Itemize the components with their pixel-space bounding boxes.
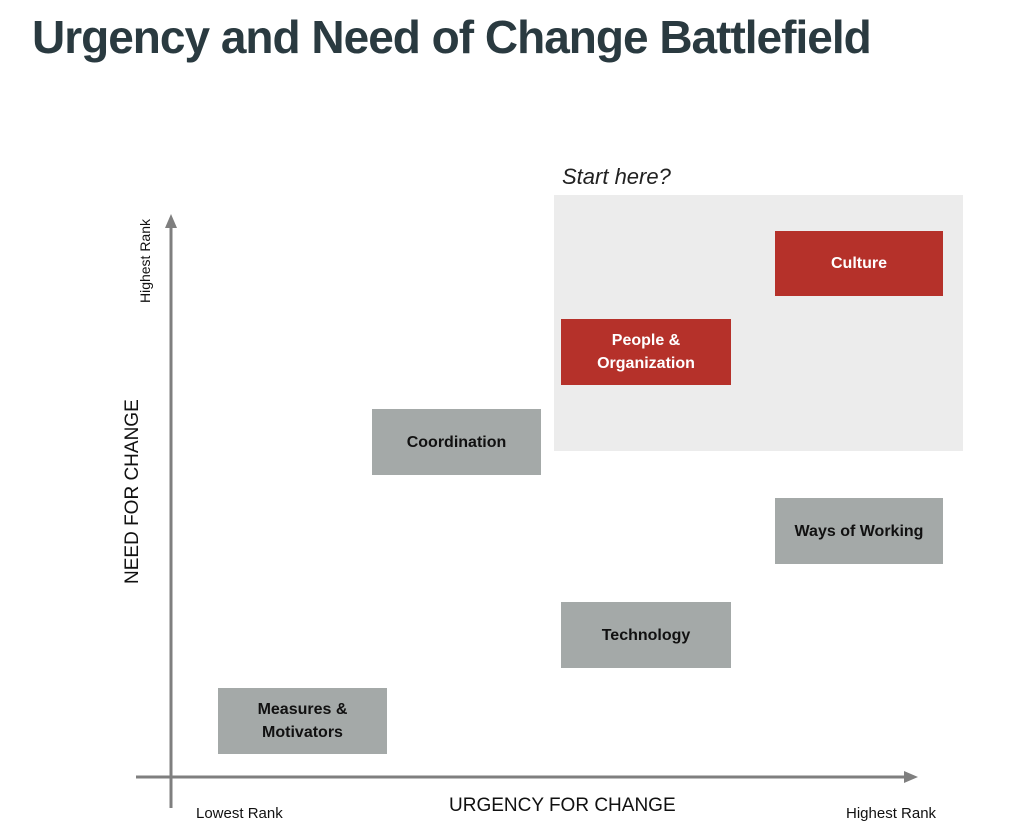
x-axis-arrowhead [904,771,918,783]
culture-box: Culture [775,231,943,296]
page-title: Urgency and Need of Change Battlefield [32,11,872,63]
y-axis-title: NEED FOR CHANGE [122,399,143,584]
technology-box: Technology [561,602,731,668]
ways-of-working-box: Ways of Working [775,498,943,564]
x-axis-title: URGENCY FOR CHANGE [449,795,676,816]
x-axis-low-label: Lowest Rank [196,805,283,822]
start-here-label: Start here? [562,164,671,189]
measures-motivators-box: Measures & Motivators [218,688,387,754]
y-axis-high-label: Highest Rank [137,218,153,304]
coordination-box: Coordination [372,409,541,475]
y-axis-arrowhead [165,214,177,228]
people-organization-box: People & Organization [561,319,731,385]
x-axis-high-label: Highest Rank [846,805,937,822]
